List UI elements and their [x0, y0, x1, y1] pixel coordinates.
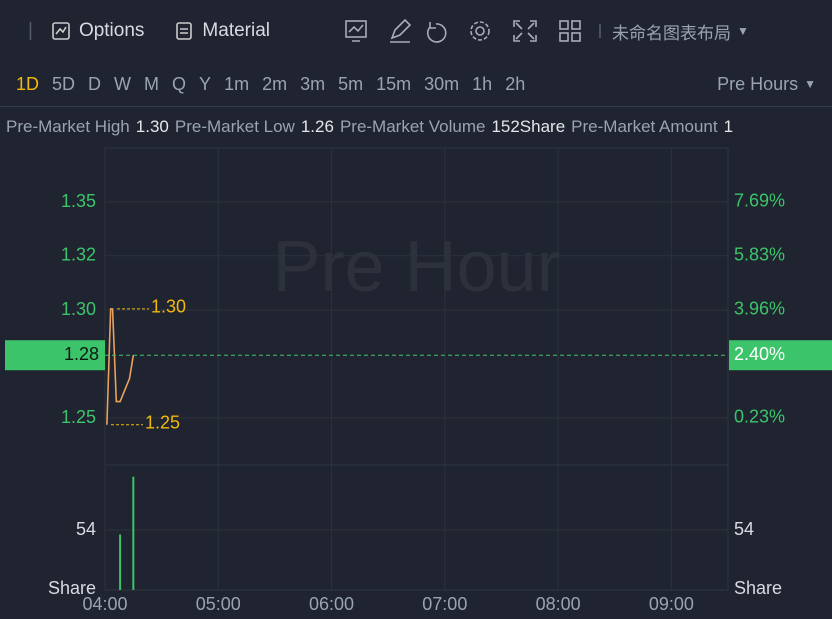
draw-icon[interactable]	[390, 18, 412, 43]
timeframe-button[interactable]: 5m	[338, 73, 364, 94]
tool-icons	[345, 18, 601, 43]
timeframe-button[interactable]: 2h	[505, 73, 526, 94]
timeframe-bar: 1D 5D D W M Q Y 1m 2m 3m 5m 15m 30m 1h 2h Pre Hours ▼	[0, 62, 832, 107]
current-change-badge	[729, 340, 832, 371]
x-tick-label: 07:00	[422, 594, 467, 614]
y2-tick-label: 5.83%	[734, 245, 785, 265]
timeframe-button[interactable]: 1D	[16, 73, 40, 94]
toolbar: | Options Material 未命名图表布局 ▼	[28, 18, 749, 43]
x-tick-label: 05:00	[196, 594, 241, 614]
y2-tick-label: 0.23%	[734, 407, 785, 427]
volume-bar	[132, 476, 135, 590]
stat-value: 1.26	[300, 117, 334, 136]
x-tick-label: 06:00	[309, 594, 354, 614]
volume-unit: Share	[734, 578, 782, 598]
stat-label: Pre-Market Low	[174, 117, 295, 136]
stat-value: 1.30	[135, 117, 169, 136]
volume-tick-label: 54	[76, 519, 96, 539]
material-button[interactable]: Material	[202, 20, 270, 41]
indicator-icon[interactable]	[345, 20, 367, 42]
reset-icon[interactable]	[426, 22, 447, 43]
timeframe-button[interactable]: 1h	[472, 73, 493, 94]
x-tick-label: 04:00	[82, 594, 127, 614]
material-icon[interactable]	[174, 21, 194, 41]
plot-frame	[104, 147, 729, 591]
timeframe-button[interactable]: M	[144, 73, 160, 94]
fullscreen-icon[interactable]	[513, 20, 537, 42]
y-tick-label: 1.30	[61, 299, 96, 319]
timeframe-button[interactable]: D	[88, 73, 102, 94]
x-tick-label: 08:00	[536, 594, 581, 614]
high_marker-label: 1.30	[151, 297, 186, 317]
stats-row: Pre-Market High 1.30 Pre-Market Low 1.26 Pre…	[0, 108, 832, 146]
session-caret[interactable]: ▼	[804, 77, 816, 91]
watermark: Pre Hour	[272, 227, 560, 307]
x-tick-label: 09:00	[649, 594, 694, 614]
timeframe-list: 1D 5D D W M Q Y 1m 2m 3m 5m 15m 30m 1h 2h	[2, 74, 525, 95]
y2-tick-label: 3.96%	[734, 299, 785, 319]
settings-icon[interactable]	[470, 21, 490, 41]
timeframe-button[interactable]: 2m	[262, 73, 288, 94]
y2-tick-label: 7.69%	[734, 191, 785, 211]
layout-name[interactable]: 未命名图表布局	[612, 23, 731, 43]
timeframe-button[interactable]: 15m	[376, 73, 412, 94]
volume-tick-label: 54	[734, 519, 754, 539]
timeframe-button[interactable]: 30m	[424, 73, 460, 94]
options-button[interactable]: Options	[78, 20, 145, 41]
session-select[interactable]: Pre Hours	[717, 73, 799, 94]
y-tick-label: 1.32	[61, 245, 96, 265]
layout-icon[interactable]	[559, 20, 581, 42]
stat-value: 1	[723, 117, 734, 136]
timeframe-button[interactable]: 3m	[300, 73, 326, 94]
stat-value: 152Share	[491, 117, 566, 136]
timeframe-button[interactable]: 5D	[52, 73, 76, 94]
volume-unit: Share	[48, 578, 96, 598]
options-icon[interactable]	[51, 21, 71, 41]
volume-bar	[119, 534, 122, 590]
timeframe-button[interactable]: 1m	[224, 73, 250, 94]
current-change-label: 2.40%	[734, 344, 785, 364]
current-price-label: 1.28	[64, 344, 99, 364]
current-price-badge	[5, 340, 105, 371]
price-line	[106, 308, 135, 425]
timeframe-button[interactable]: W	[114, 73, 132, 94]
stat-label: Pre-Market Volume	[339, 117, 486, 136]
layout-caret[interactable]: ▼	[737, 24, 749, 38]
timeframe-button[interactable]: Y	[199, 73, 212, 94]
stat-label: Pre-Market Amount	[571, 117, 718, 136]
timeframe-button[interactable]: Q	[172, 73, 187, 94]
stat-label: Pre-Market High	[6, 117, 130, 136]
low_marker-label: 1.25	[145, 413, 180, 433]
y-tick-label: 1.35	[61, 191, 96, 211]
y-tick-label: 1.25	[61, 407, 96, 427]
